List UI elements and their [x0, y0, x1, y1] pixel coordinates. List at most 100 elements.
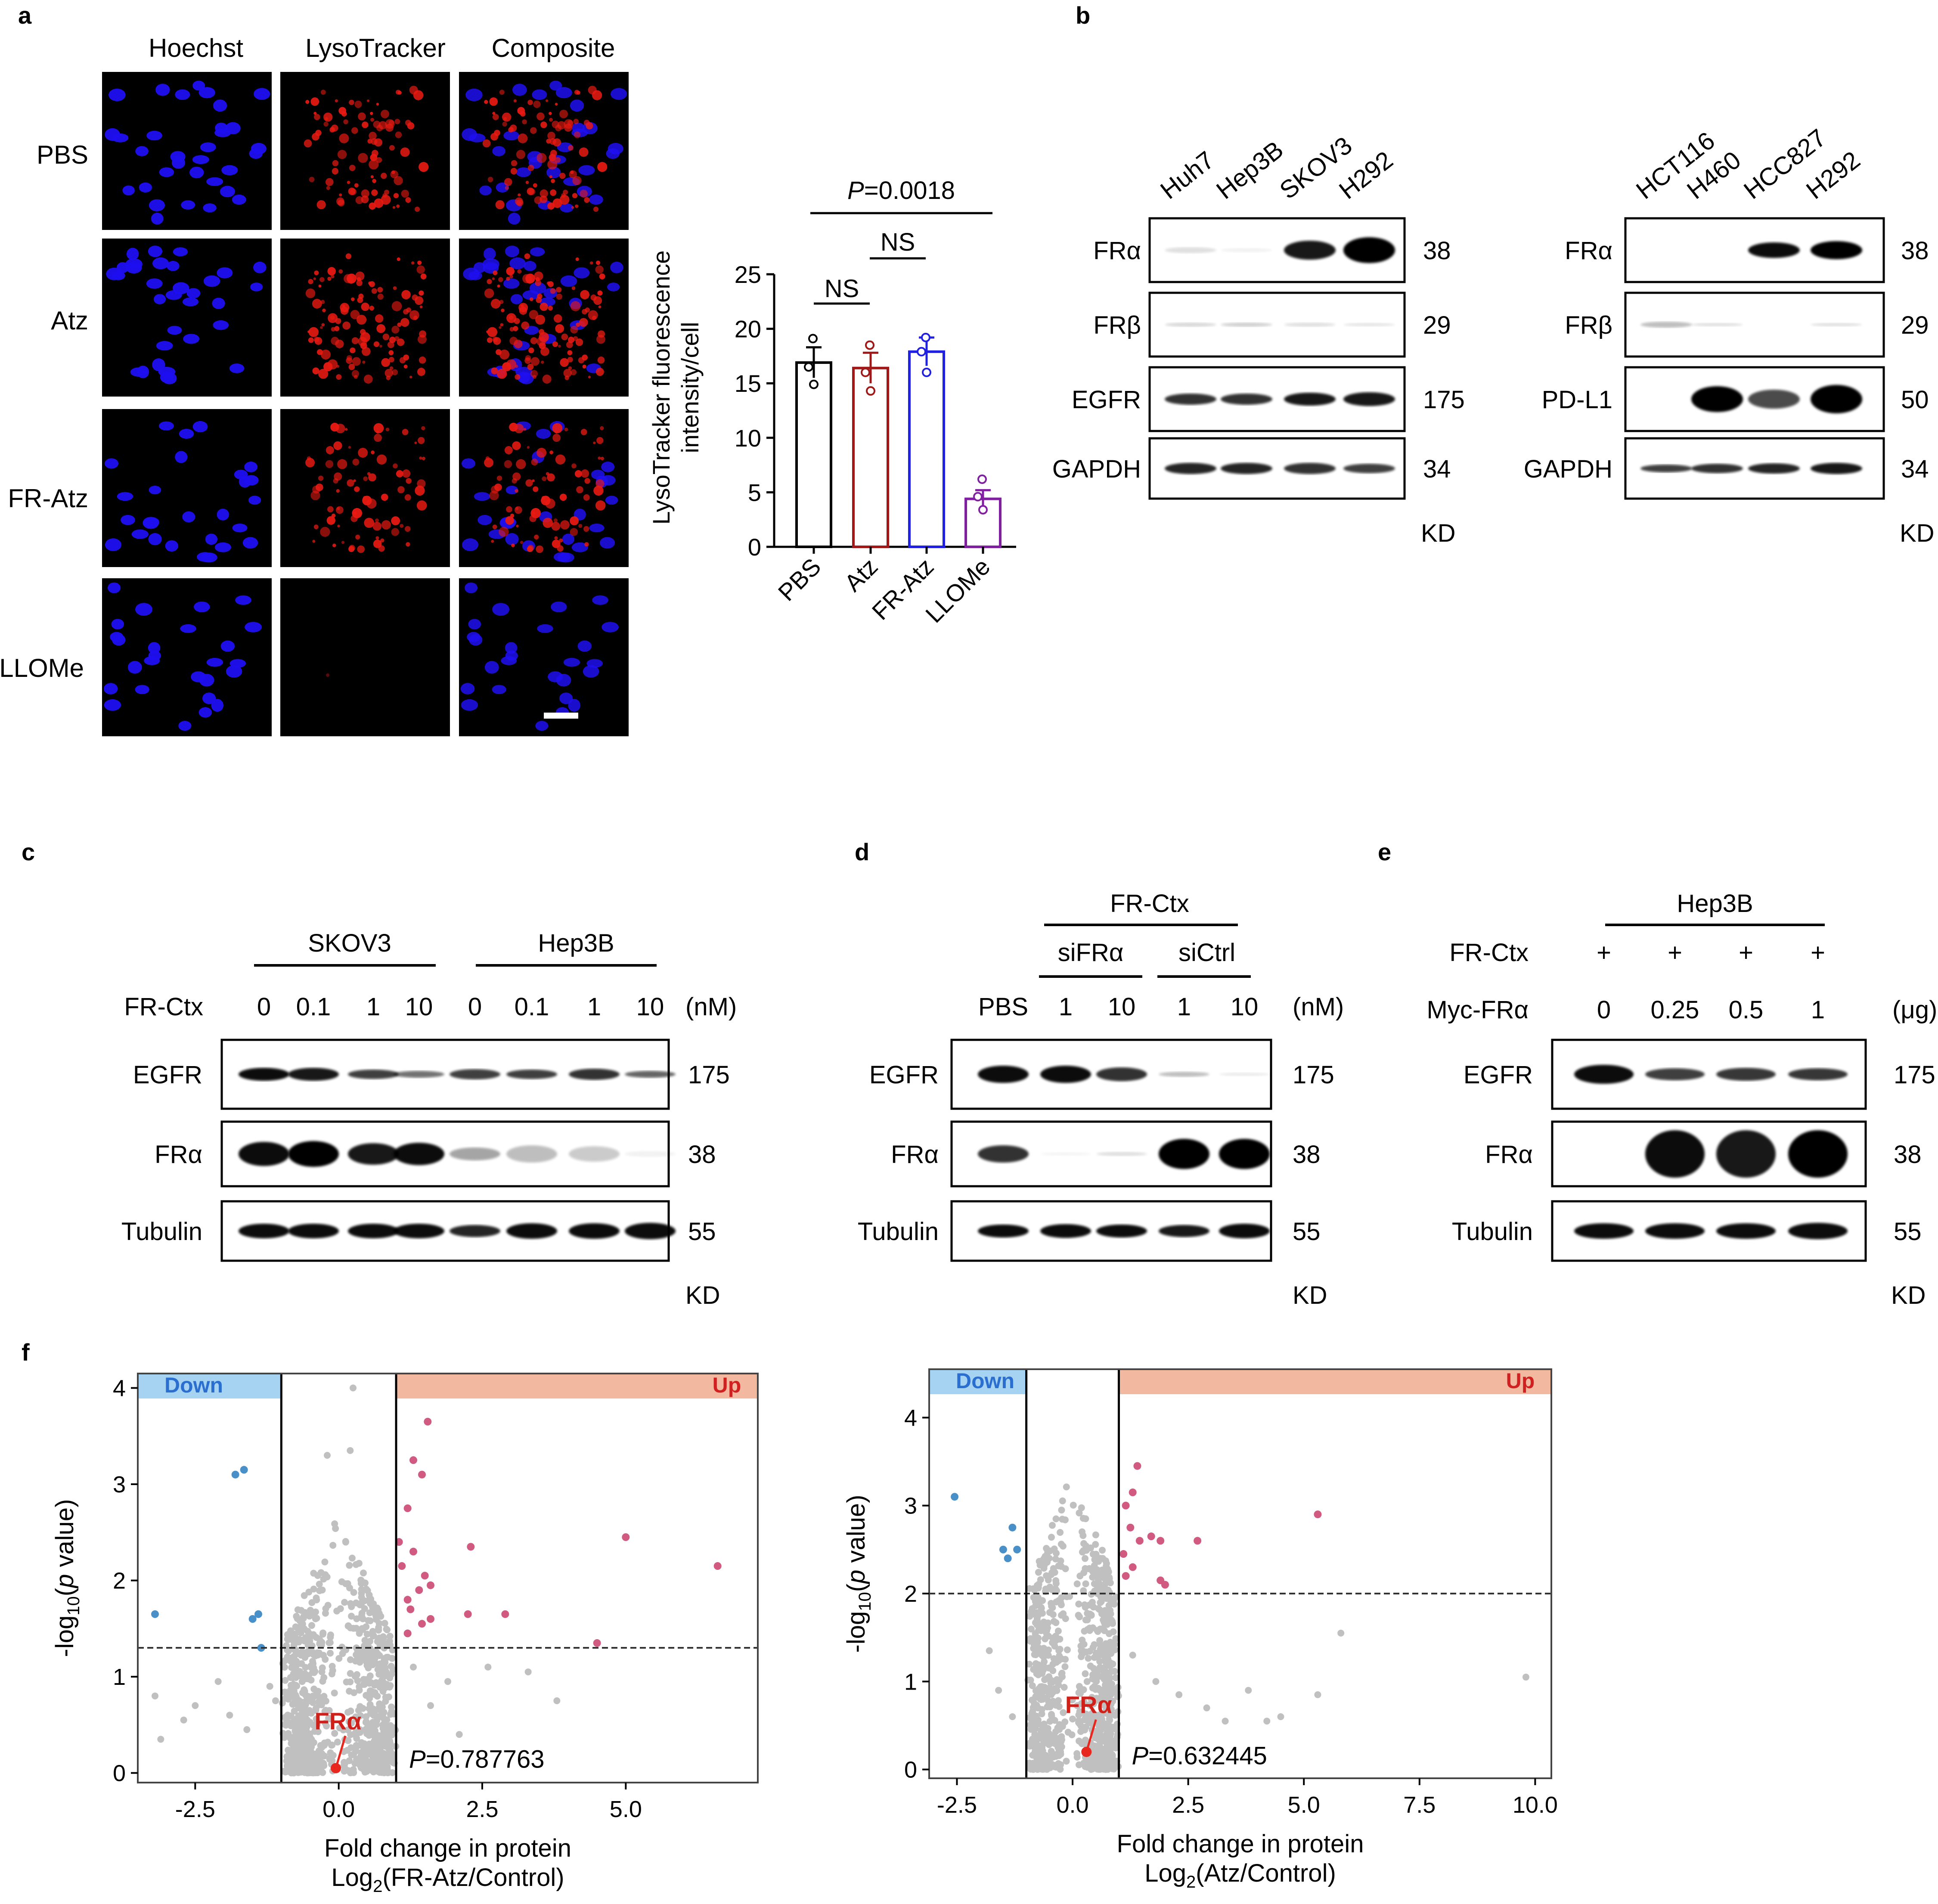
ns-point [1032, 1611, 1039, 1619]
cell-line-label-e: Hep3B [1677, 890, 1753, 918]
ns-point [1082, 1580, 1089, 1588]
up-point [1133, 1462, 1141, 1470]
x-axis-title: Fold change in protein [324, 1834, 571, 1862]
micro-image-fr-atz-hoechst [102, 409, 272, 567]
ns-point [322, 1571, 329, 1578]
lysosome-puncta [549, 118, 553, 122]
x-axis-title-line2: Log2(FR-Atz/Control) [331, 1864, 564, 1896]
lysosome-puncta [356, 280, 363, 286]
up-point [464, 1610, 472, 1618]
nucleus [117, 492, 133, 501]
nucleus [203, 275, 220, 287]
ns-point [348, 1603, 355, 1610]
lysosome-puncta [530, 370, 538, 378]
blot-band [506, 1070, 557, 1079]
ns-point [1036, 1765, 1043, 1773]
ns-point [1053, 1763, 1060, 1771]
lysosome-puncta [541, 496, 546, 500]
lysosome-puncta [362, 121, 369, 128]
ns-point [371, 1733, 378, 1740]
y-tick-label: 1 [113, 1664, 126, 1690]
lysosome-puncta [417, 260, 422, 265]
nucleus [127, 661, 142, 674]
lysosome-puncta [376, 102, 379, 106]
lysosome-puncta [492, 112, 496, 115]
lysosome-puncta [536, 545, 543, 553]
nucleus [155, 84, 170, 96]
lysosome-puncta [484, 100, 488, 104]
ns-point [1049, 1634, 1057, 1642]
ns-point [1077, 1690, 1084, 1697]
fra-point [331, 1763, 341, 1774]
nucleus [175, 451, 188, 463]
row-label-atz: Atz [51, 306, 88, 335]
lysosome-puncta [505, 516, 514, 525]
nucleus [530, 247, 545, 257]
lysosome-puncta [337, 524, 340, 527]
lysosome-puncta [582, 354, 588, 361]
ns-point [1056, 1646, 1064, 1653]
lysosome-puncta [514, 424, 524, 434]
nucleus [503, 278, 520, 289]
ns-point [1044, 1549, 1051, 1556]
blot-label-egfr: EGFR [869, 1061, 939, 1089]
ns-point [298, 1763, 305, 1771]
lysosome-puncta [529, 297, 533, 301]
panel-letter-a: a [18, 2, 32, 29]
blot-row-frβ: FRβ 29 [1565, 291, 1929, 358]
ns-point [322, 1609, 329, 1617]
ns-point [342, 1538, 349, 1545]
lysosome-puncta [555, 430, 558, 434]
nucleus [122, 185, 135, 195]
nucleus [248, 496, 261, 505]
ns-point [1081, 1555, 1088, 1562]
lysosome-puncta [592, 315, 596, 320]
lysosome-puncta [571, 206, 574, 209]
ns-point [1070, 1501, 1077, 1509]
ns-point [325, 1715, 332, 1722]
ns-point [1032, 1687, 1039, 1694]
up-point [1129, 1563, 1137, 1571]
nucleus [529, 282, 546, 295]
nucleus [152, 257, 169, 270]
lysosome-puncta [336, 197, 344, 205]
group-label-sictrl: siCtrl [1178, 939, 1235, 967]
lysosome-puncta [373, 341, 380, 347]
x-axis-title-line2: Log2(Atz/Control) [1144, 1859, 1336, 1892]
fra-pointer [1085, 1719, 1097, 1752]
lysosome-puncta [592, 90, 602, 100]
blot-e: EGFR 175 FRα 38 Tubulin 55 KD [1452, 1039, 1935, 1309]
fr-ctx-plus-sign: + [1597, 939, 1611, 967]
data-point [977, 474, 987, 484]
lysosome-puncta [326, 446, 334, 455]
blot-label-gapdh: GAPDH [1524, 455, 1612, 483]
nucleus [578, 165, 595, 176]
nucleus [206, 177, 223, 186]
lysosome-puncta [345, 253, 352, 259]
ns-point [1058, 1612, 1065, 1619]
ns-point [1079, 1528, 1086, 1535]
fra-pointer [335, 1735, 347, 1769]
lysosome-puncta [513, 326, 518, 332]
lysosome-puncta [524, 253, 530, 259]
lysosome-puncta [553, 314, 562, 323]
blot-row-frα: FRα 38 [891, 1120, 1321, 1188]
blot-band [1165, 394, 1216, 405]
ns-point [553, 1697, 561, 1704]
lysosome-puncta [376, 454, 387, 465]
ns-point [214, 1678, 222, 1685]
lysosome-puncta [547, 131, 555, 140]
up-point [1194, 1537, 1202, 1545]
lysosome-puncta [556, 293, 562, 300]
ns-point [1263, 1718, 1271, 1725]
ns-point [347, 1744, 355, 1752]
down-point [999, 1545, 1007, 1554]
blot-band [1811, 241, 1862, 259]
x-tick-label: 0.0 [1057, 1792, 1089, 1818]
ns-point [1203, 1704, 1210, 1712]
blot-band [348, 1143, 399, 1165]
lysosome-puncta [338, 269, 343, 274]
ns-point [1087, 1662, 1094, 1670]
y-tick-label: 3 [904, 1493, 917, 1519]
x-tick-label: 0.0 [322, 1796, 355, 1822]
